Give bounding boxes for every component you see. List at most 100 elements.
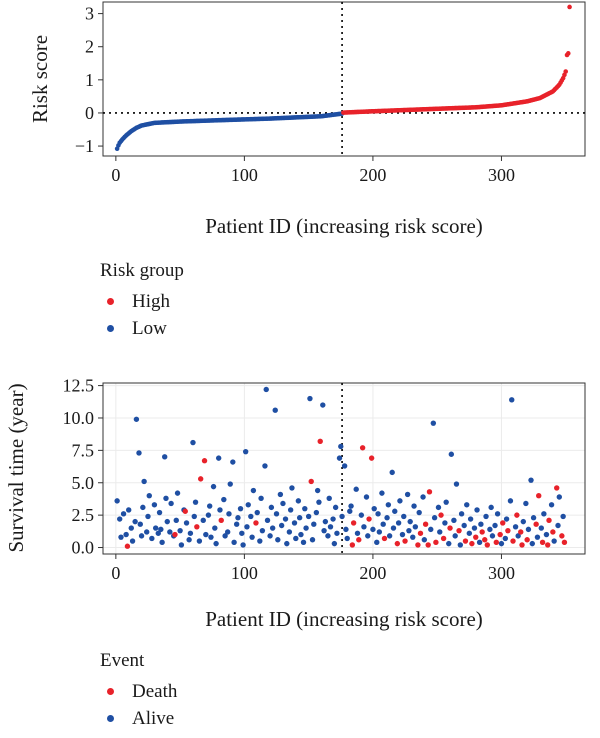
survival-point-death xyxy=(440,535,447,542)
survival-point-alive xyxy=(406,527,412,534)
survival-point-alive xyxy=(428,526,434,533)
survival-point-alive xyxy=(313,509,320,516)
survival-point-alive xyxy=(338,443,344,450)
legend-label-death: Death xyxy=(132,680,178,702)
y-tick-label: 2.5 xyxy=(72,505,95,525)
survival-point-alive xyxy=(300,539,307,546)
survival-point-death xyxy=(317,438,323,444)
event-legend: Event Death Alive xyxy=(100,650,177,732)
survival-point-alive xyxy=(235,515,241,521)
risk-reference-lines xyxy=(103,2,585,156)
survival-point-alive xyxy=(330,516,336,522)
survival-y-axis: 0.0 2.5 5.0 7.5 10.0 12.5 xyxy=(63,376,103,558)
x-tick-label: 0 xyxy=(111,563,120,583)
survival-point-death xyxy=(194,524,200,530)
survival-point-alive xyxy=(161,454,168,460)
survival-point-alive xyxy=(443,499,449,505)
survival-point-alive xyxy=(361,524,367,530)
survival-point-alive xyxy=(305,513,312,520)
survival-point-alive xyxy=(457,542,464,548)
high-dot-icon xyxy=(107,298,114,305)
survival-point-alive xyxy=(379,490,385,496)
survival-point-alive xyxy=(520,518,527,525)
y-tick-label: 1 xyxy=(85,70,94,90)
survival-point-death xyxy=(539,539,546,546)
survival-point-alive xyxy=(528,477,534,483)
risk-points xyxy=(114,4,572,152)
survival-point-alive xyxy=(120,511,127,517)
survival-point-alive xyxy=(268,504,275,511)
risk-group-legend: Risk group High Low xyxy=(100,260,184,342)
survival-point-alive xyxy=(196,538,203,544)
survival-point-death xyxy=(253,520,259,526)
survival-point-alive xyxy=(344,535,350,542)
survival-point-alive xyxy=(320,402,326,408)
survival-point-death xyxy=(381,535,388,542)
survival-point-alive xyxy=(249,534,255,540)
survival-point-alive xyxy=(525,526,532,533)
y-tick-label: 3 xyxy=(85,4,94,24)
survival-point-alive xyxy=(159,539,165,546)
survival-point-alive xyxy=(471,525,478,531)
survival-point-alive xyxy=(560,513,566,520)
survival-point-alive xyxy=(451,517,457,524)
survival-point-alive xyxy=(371,505,377,512)
survival-point-alive xyxy=(512,524,519,530)
survival-point-alive xyxy=(555,522,561,529)
survival-point-alive xyxy=(280,500,286,507)
survival-point-alive xyxy=(226,511,232,517)
survival-point-alive xyxy=(128,525,134,531)
survival-point-death xyxy=(473,534,479,540)
survival-point-alive xyxy=(507,498,514,504)
survival-point-death xyxy=(484,542,491,548)
survival-point-alive xyxy=(478,521,484,527)
survival-point-alive xyxy=(132,518,138,525)
survival-point-death xyxy=(519,542,525,548)
risk-score-plot: −1 0 1 2 3 0 100 200 300 Risk score Patient ID … xyxy=(28,1,586,238)
survival-point-alive xyxy=(343,526,349,533)
survival-point-alive xyxy=(190,439,196,446)
survival-point-alive xyxy=(534,534,541,540)
survival-point-death xyxy=(308,478,314,485)
survival-point-alive xyxy=(133,416,140,422)
survival-point-alive xyxy=(289,485,295,491)
survival-point-death xyxy=(479,529,485,535)
survival-point-alive xyxy=(325,533,331,539)
survival-point-alive xyxy=(551,538,557,544)
survival-point-alive xyxy=(502,535,509,542)
y-tick-label: 7.5 xyxy=(72,440,95,460)
survival-point-alive xyxy=(375,511,381,517)
risk-point-high xyxy=(565,51,571,56)
survival-point-death xyxy=(561,539,568,546)
survival-point-death xyxy=(218,517,224,524)
legend-item-high: High xyxy=(100,288,184,315)
survival-point-alive xyxy=(244,524,250,530)
survival-point-alive xyxy=(144,529,150,535)
survival-point-death xyxy=(546,517,552,524)
survival-point-alive xyxy=(515,533,521,539)
survival-point-alive xyxy=(411,503,417,509)
survival-point-alive xyxy=(191,513,197,520)
survival-point-alive xyxy=(476,539,483,546)
survival-point-alive xyxy=(489,533,496,539)
survival-point-alive xyxy=(248,513,254,520)
risk-legend-title: Risk group xyxy=(100,260,184,281)
risk-y-axis-label: Risk score xyxy=(28,35,52,123)
survival-point-death xyxy=(124,543,131,549)
survival-point-alive xyxy=(227,481,233,487)
survival-point-alive xyxy=(123,531,129,538)
survival-point-alive xyxy=(416,509,422,516)
survival-point-alive xyxy=(494,511,501,517)
survival-point-alive xyxy=(174,490,181,496)
survival-point-death xyxy=(182,508,188,514)
survival-point-alive xyxy=(272,407,278,413)
x-tick-label: 300 xyxy=(488,563,515,583)
survival-point-alive xyxy=(302,505,308,512)
survival-point-alive xyxy=(339,513,345,520)
survival-point-alive xyxy=(370,526,376,533)
survival-time-plot: 0.0 2.5 5.0 7.5 10.0 12.5 0 100 200 300 Survival… xyxy=(4,376,586,631)
survival-point-alive xyxy=(431,515,438,521)
survival-point-alive xyxy=(187,530,194,536)
survival-point-alive xyxy=(410,534,416,540)
survival-point-alive xyxy=(348,503,354,509)
